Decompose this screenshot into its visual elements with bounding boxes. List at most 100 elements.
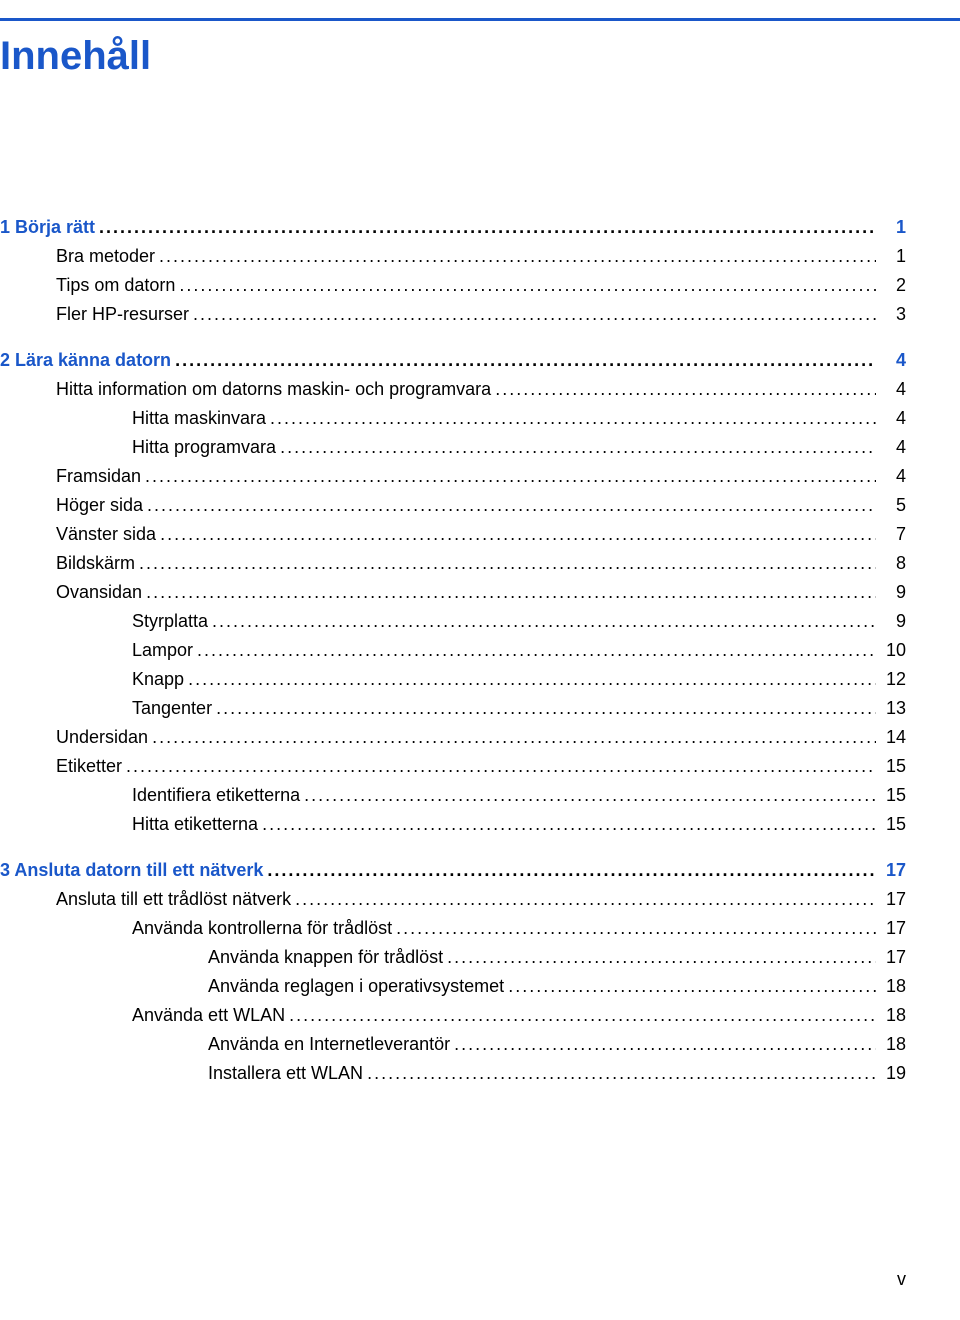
toc-entry: Hitta etiketterna 15: [0, 815, 906, 833]
toc-label: Undersidan: [56, 728, 148, 746]
toc-leader-dots: [147, 496, 876, 514]
toc-label: Knapp: [132, 670, 184, 688]
toc-entry: Hitta programvara 4: [0, 438, 906, 456]
toc-label: Identifiera etiketterna: [132, 786, 300, 804]
toc-label: Höger sida: [56, 496, 143, 514]
toc-page-number: 13: [880, 699, 906, 717]
toc-label: Ansluta till ett trådlöst nätverk: [56, 890, 291, 908]
toc-label: 2 Lära känna datorn: [0, 351, 171, 369]
toc-entry: Bildskärm 8: [0, 554, 906, 572]
toc-page-number: 4: [880, 467, 906, 485]
toc-leader-dots: [447, 948, 876, 966]
toc-page-number: 12: [880, 670, 906, 688]
toc-page-number: 10: [880, 641, 906, 659]
toc-leader-dots: [212, 612, 876, 630]
toc-label: Använda reglagen i operativsystemet: [208, 977, 504, 995]
toc-page-number: 9: [880, 583, 906, 601]
toc-page-number: 1: [880, 247, 906, 265]
toc-leader-dots: [126, 757, 876, 775]
toc-label: Hitta information om datorns maskin- och…: [56, 380, 491, 398]
toc-leader-dots: [295, 890, 876, 908]
toc-leader-dots: [267, 861, 876, 879]
toc-page-number: 14: [880, 728, 906, 746]
toc-entry: Knapp 12: [0, 670, 906, 688]
toc-entry: Använda en Internetleverantör18: [0, 1035, 906, 1053]
toc-entry: Undersidan 14: [0, 728, 906, 746]
toc-leader-dots: [159, 247, 876, 265]
toc-page-number: 1: [880, 218, 906, 236]
toc-entry: Vänster sida 7: [0, 525, 906, 543]
toc-page-number: 8: [880, 554, 906, 572]
toc-leader-dots: [152, 728, 876, 746]
toc-label: Bildskärm: [56, 554, 135, 572]
toc-label: Använda kontrollerna för trådlöst: [132, 919, 392, 937]
toc-label: Hitta maskinvara: [132, 409, 266, 427]
toc-label: Fler HP-resurser: [56, 305, 189, 323]
toc-page-number: 15: [880, 786, 906, 804]
toc-entry: Lampor 10: [0, 641, 906, 659]
toc-leader-dots: [289, 1006, 876, 1024]
toc-label: Etiketter: [56, 757, 122, 775]
toc-page-number: 7: [880, 525, 906, 543]
table-of-contents: 1 Börja rätt1Bra metoder1Tips om datorn2…: [0, 218, 906, 1093]
toc-label: 1 Börja rätt: [0, 218, 95, 236]
toc-page-number: 17: [880, 919, 906, 937]
toc-leader-dots: [304, 786, 876, 804]
toc-entry: Hitta information om datorns maskin- och…: [0, 380, 906, 398]
toc-label: Ovansidan: [56, 583, 142, 601]
toc-leader-dots: [280, 438, 876, 456]
toc-page-number: 4: [880, 380, 906, 398]
toc-label: Framsidan: [56, 467, 141, 485]
toc-leader-dots: [99, 218, 876, 236]
toc-page-number: 2: [880, 276, 906, 294]
toc-section-entry: 3 Ansluta datorn till ett nätverk17: [0, 861, 906, 879]
toc-entry: Installera ett WLAN 19: [0, 1064, 906, 1082]
toc-page-number: 5: [880, 496, 906, 514]
toc-entry: Framsidan 4: [0, 467, 906, 485]
toc-entry: Tips om datorn 2: [0, 276, 906, 294]
toc-entry: Tangenter 13: [0, 699, 906, 717]
toc-leader-dots: [367, 1064, 876, 1082]
toc-leader-dots: [270, 409, 876, 427]
toc-label: Tips om datorn: [56, 276, 175, 294]
toc-page-number: 15: [880, 815, 906, 833]
toc-page-number: 3: [880, 305, 906, 323]
toc-label: Tangenter: [132, 699, 212, 717]
toc-leader-dots: [145, 467, 876, 485]
toc-entry: Använda knappen för trådlöst17: [0, 948, 906, 966]
toc-label: Använda ett WLAN: [132, 1006, 285, 1024]
toc-page-number: 9: [880, 612, 906, 630]
toc-page-number: 4: [880, 438, 906, 456]
toc-page-number: 4: [880, 409, 906, 427]
toc-leader-dots: [188, 670, 876, 688]
toc-leader-dots: [495, 380, 876, 398]
toc-page-number: 15: [880, 757, 906, 775]
toc-page-number: 17: [880, 948, 906, 966]
toc-label: Installera ett WLAN: [208, 1064, 363, 1082]
toc-entry: Använda ett WLAN 18: [0, 1006, 906, 1024]
toc-leader-dots: [197, 641, 876, 659]
toc-label: Hitta programvara: [132, 438, 276, 456]
toc-label: Styrplatta: [132, 612, 208, 630]
toc-entry: Ovansidan 9: [0, 583, 906, 601]
toc-label: Vänster sida: [56, 525, 156, 543]
toc-entry: Använda reglagen i operativsystemet18: [0, 977, 906, 995]
toc-leader-dots: [179, 276, 876, 294]
toc-entry: Använda kontrollerna för trådlöst 17: [0, 919, 906, 937]
toc-entry: Hitta maskinvara 4: [0, 409, 906, 427]
toc-page-number: 18: [880, 1006, 906, 1024]
toc-section-entry: 2 Lära känna datorn4: [0, 351, 906, 369]
toc-section-entry: 1 Börja rätt 1: [0, 218, 906, 236]
toc-entry: Bra metoder1: [0, 247, 906, 265]
toc-page-number: 19: [880, 1064, 906, 1082]
toc-leader-dots: [216, 699, 876, 717]
toc-leader-dots: [160, 525, 876, 543]
toc-leader-dots: [175, 351, 876, 369]
document-page: Innehåll 1 Börja rätt1Bra metoder1Tips o…: [0, 0, 960, 1320]
toc-entry: Styrplatta 9: [0, 612, 906, 630]
toc-label: Lampor: [132, 641, 193, 659]
toc-leader-dots: [193, 305, 876, 323]
toc-leader-dots: [454, 1035, 876, 1053]
toc-label: Hitta etiketterna: [132, 815, 258, 833]
toc-page-number: 17: [880, 861, 906, 879]
